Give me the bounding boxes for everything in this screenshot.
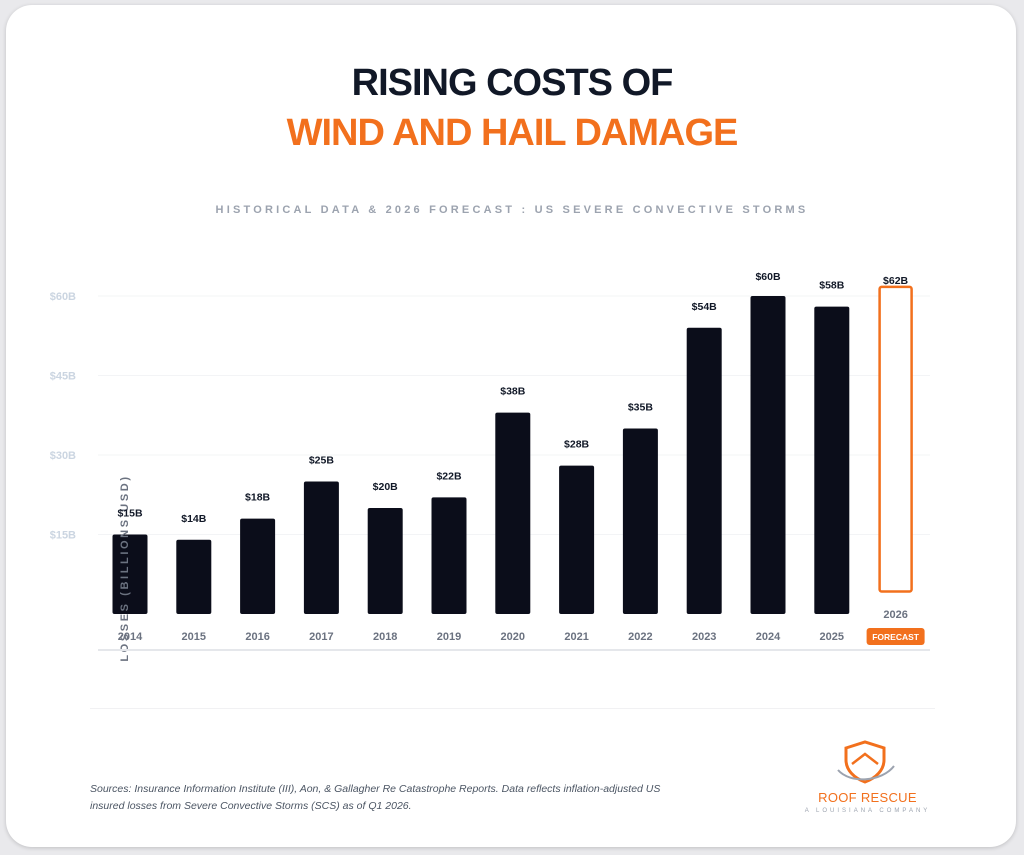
x-tick-label: 2021 (564, 631, 588, 643)
x-tick-label: 2017 (309, 631, 333, 643)
x-tick-label: 2016 (245, 631, 269, 643)
y-tick-label: $30B (50, 450, 76, 462)
y-axis-title: INSURED LOSSES (BILLIONS USD) (119, 474, 131, 670)
bar (112, 534, 148, 614)
x-tick-label: 2014 (118, 631, 143, 643)
brand-tagline: A LOUISIANA COMPANY (804, 808, 931, 814)
bar (814, 306, 850, 614)
bar (495, 412, 531, 614)
bar (240, 518, 276, 614)
roof-icon (851, 752, 879, 765)
data-label: $18B (245, 492, 271, 504)
swoosh-icon (837, 765, 895, 781)
x-tick-label: 2019 (437, 631, 461, 643)
y-tick-label: $60B (50, 291, 76, 303)
x-tick-label: 2015 (182, 631, 206, 643)
x-tick-label: 2025 (820, 631, 844, 643)
y-tick-label: $45B (50, 371, 76, 383)
data-label: $20B (373, 481, 399, 493)
data-label: $60B (755, 271, 781, 283)
bar (750, 296, 786, 614)
data-label: $35B (628, 402, 654, 414)
data-label: $58B (819, 280, 845, 292)
x-tick-label: 2024 (756, 631, 781, 643)
bar (431, 497, 467, 614)
data-label: $15B (117, 508, 143, 520)
bar-chart: $15B $30B $45B $60B INSURED LOSSES (BILLIONS… (50, 271, 930, 670)
data-label: $25B (309, 455, 335, 467)
data-label: $28B (564, 439, 590, 451)
forecast-badge (866, 628, 925, 645)
footer-divider (90, 708, 935, 709)
brand-name: ROOF RESCUE (818, 790, 917, 805)
data-label: $62B (883, 275, 909, 287)
bar (367, 508, 403, 614)
bar (559, 465, 595, 614)
bar (303, 481, 339, 614)
forecast-badge-label: FORECAST (872, 632, 920, 642)
sources-note: Sources: Insurance Information Institute… (90, 783, 661, 812)
roof-rescue-logo (837, 740, 895, 784)
title-line-1: RISING COSTS OF (351, 62, 674, 104)
x-tick-label-forecast: 2026 (883, 609, 907, 621)
title-line-2: WIND AND HAIL DAMAGE (286, 112, 739, 154)
shield-icon (844, 740, 886, 784)
data-label: $22B (436, 470, 462, 482)
data-label: $54B (692, 301, 718, 313)
bar (176, 539, 212, 614)
data-label: $38B (500, 386, 526, 398)
forecast-bar (878, 285, 913, 593)
bar (686, 327, 722, 614)
data-label: $14B (181, 513, 207, 525)
x-tick-label: 2020 (501, 631, 525, 643)
x-tick-label: 2018 (373, 631, 397, 643)
chart-subtitle: HISTORICAL DATA & 2026 FORECAST : US SEV… (215, 204, 809, 216)
x-tick-label: 2022 (628, 631, 652, 643)
y-tick-label: $15B (50, 530, 76, 542)
x-tick-label: 2023 (692, 631, 716, 643)
bar (622, 428, 658, 614)
